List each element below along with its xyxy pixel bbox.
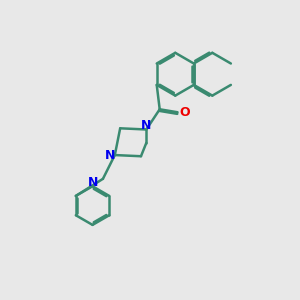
Text: O: O	[179, 106, 190, 119]
Text: N: N	[88, 176, 98, 189]
Text: N: N	[105, 148, 116, 162]
Text: N: N	[141, 119, 152, 132]
